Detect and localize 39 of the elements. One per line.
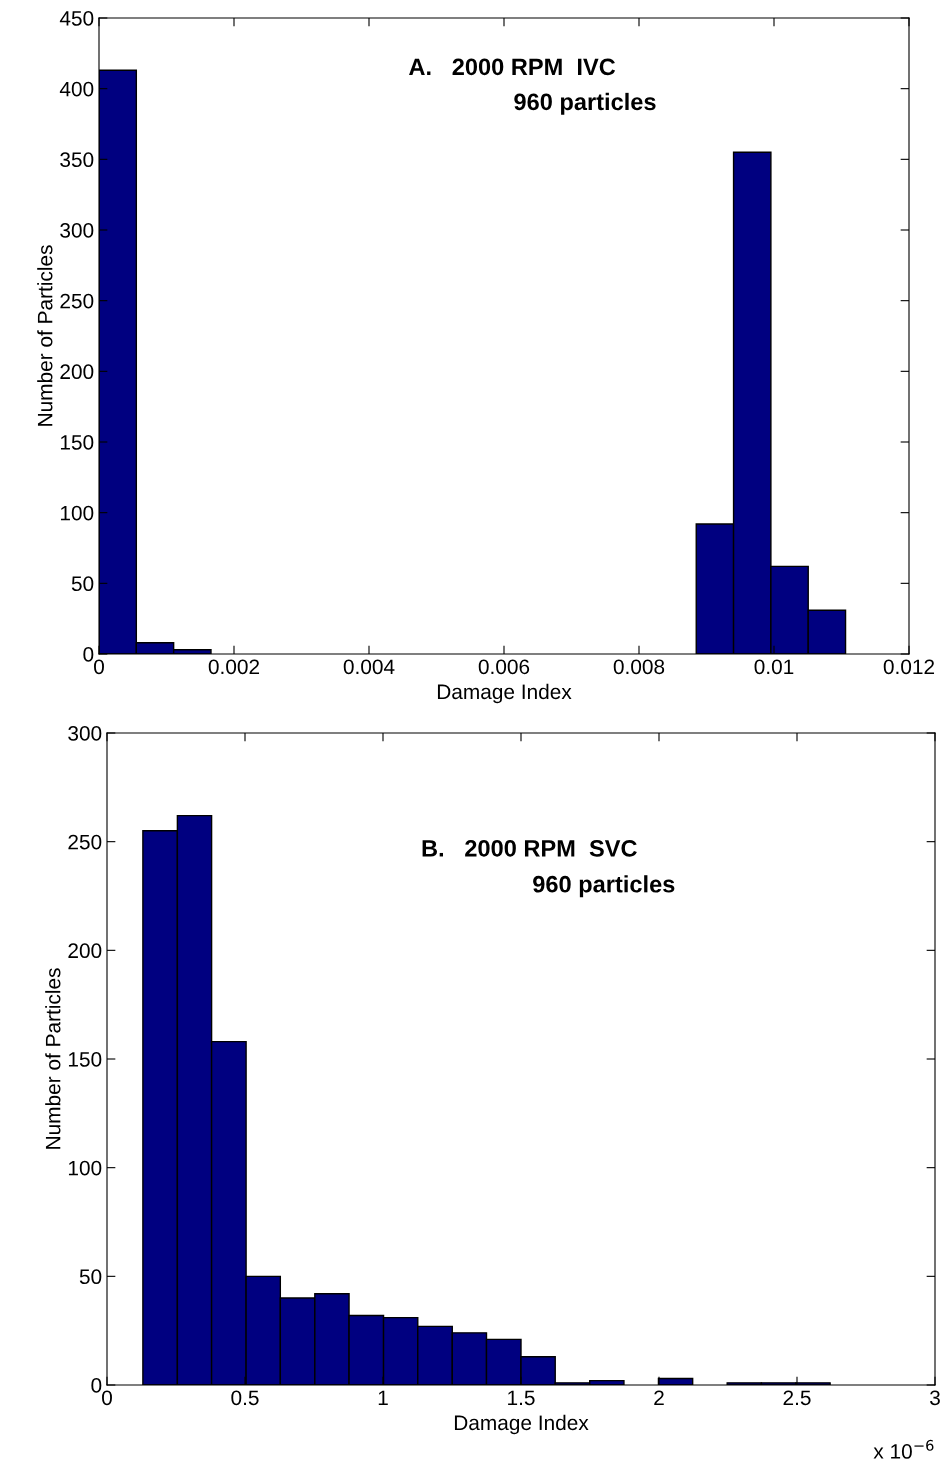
- text: B. 2000 RPM SVC: [422, 839, 637, 857]
- x-tick-label: 0.004: [343, 659, 395, 675]
- y-axis-title: Number of Particles: [37, 245, 53, 426]
- y-tick-label: 100: [68, 1160, 102, 1176]
- y-tick-label: 150: [60, 435, 94, 450]
- x-axis-title: Damage Index: [454, 1414, 589, 1435]
- y-tick-label: 0: [83, 647, 94, 662]
- x-tick-label: 1.5: [508, 1390, 535, 1406]
- y-tick-label: 200: [68, 943, 102, 959]
- y-axis-title: Number of Particles: [45, 968, 61, 1149]
- y-tick-label: 250: [68, 834, 102, 850]
- y-tick-label: 400: [59, 81, 94, 97]
- y-tick-label: 0: [91, 1378, 102, 1393]
- y-tick-label: 150: [68, 1052, 102, 1067]
- x-tick-label: 0.012: [883, 659, 935, 675]
- x-tick-label: 0.006: [478, 659, 530, 675]
- y-tick-label: 450: [59, 11, 94, 26]
- y-tick-label: 300: [68, 726, 102, 741]
- y-tick-label: 100: [60, 505, 94, 521]
- y-tick-label: 300: [60, 223, 94, 238]
- x-tick-label: 3: [930, 1390, 940, 1406]
- x-tick-label: 0.01: [754, 659, 794, 675]
- x-tick-label: 1: [378, 1390, 388, 1405]
- y-tick-label: 350: [60, 152, 94, 168]
- x-axis-title: Damage Index: [437, 683, 572, 704]
- text: A. 2000 RPM IVC: [409, 58, 616, 76]
- y-tick-label: 250: [60, 293, 94, 309]
- x-tick-label: 2.5: [783, 1390, 811, 1406]
- x-tick-label: 0: [102, 1390, 112, 1406]
- text: 960 particles: [533, 875, 675, 898]
- text: 960 particles: [514, 92, 656, 115]
- text: x 10$^{−6}$: [873, 1439, 934, 1459]
- x-tick-label: 0.008: [613, 659, 665, 675]
- x-tick-label: 0.002: [208, 659, 260, 675]
- y-tick-label: 200: [60, 364, 94, 380]
- x-tick-label: 2: [654, 1390, 664, 1405]
- y-tick-label: 50: [71, 576, 94, 592]
- x-tick-label: 0.5: [231, 1390, 259, 1406]
- y-tick-label: 50: [79, 1269, 102, 1285]
